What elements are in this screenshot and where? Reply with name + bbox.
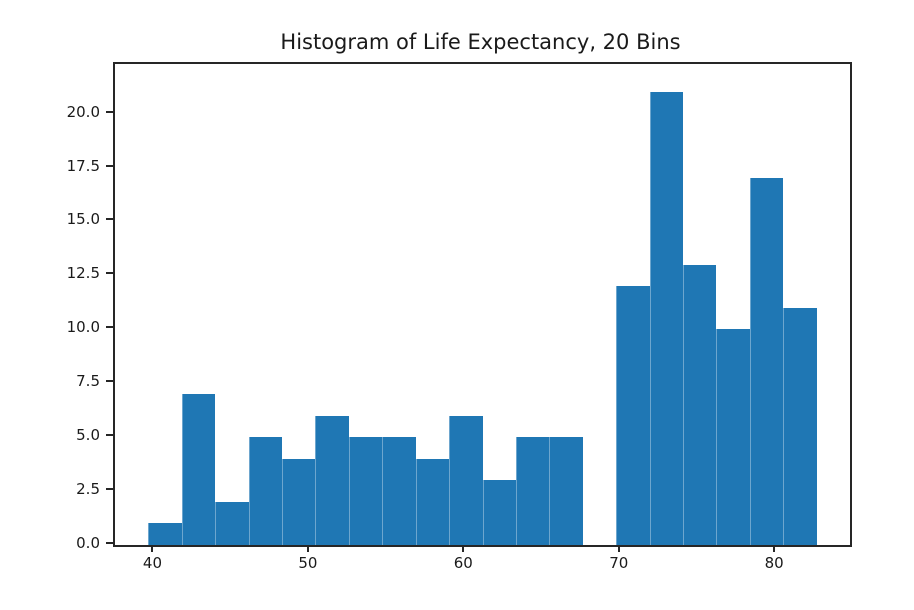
histogram-bar — [315, 415, 349, 545]
y-tick-label: 5.0 — [76, 426, 100, 445]
histogram-bar — [148, 523, 182, 545]
chart-title: Histogram of Life Expectancy, 20 Bins — [280, 30, 681, 54]
y-tick-label: 17.5 — [66, 156, 100, 175]
histogram-bar — [616, 286, 650, 545]
x-tick-mark — [773, 545, 776, 552]
histogram-bar — [549, 437, 583, 545]
histogram-bar — [215, 501, 249, 545]
y-tick-mark — [106, 380, 113, 383]
x-tick-label: 50 — [298, 554, 318, 572]
histogram-bar — [348, 437, 383, 545]
x-tick-mark — [462, 545, 465, 552]
y-tick-label: 2.5 — [76, 480, 100, 499]
y-tick-label: 10.0 — [66, 318, 100, 337]
x-tick-mark — [306, 545, 309, 552]
y-tick-mark — [106, 326, 113, 329]
x-tick-label: 60 — [453, 554, 473, 572]
y-tick-label: 0.0 — [76, 534, 100, 552]
y-tick-mark — [106, 488, 113, 491]
x-tick-label: 70 — [609, 554, 629, 572]
y-tick-mark — [106, 542, 113, 544]
histogram-bar — [649, 92, 684, 545]
histogram-bar — [449, 415, 483, 545]
y-tick-label: 15.0 — [66, 210, 100, 229]
histogram-bar — [248, 437, 283, 545]
histogram-bar — [683, 264, 717, 545]
histogram-bar — [515, 437, 550, 545]
x-tick-label: 80 — [764, 554, 784, 572]
y-tick-mark — [106, 434, 113, 437]
y-tick-mark — [106, 164, 113, 167]
histogram-bar — [415, 458, 450, 545]
y-tick-label: 20.0 — [66, 102, 100, 121]
x-tick-mark — [151, 545, 154, 552]
histogram-bar — [482, 480, 516, 545]
plot-area — [113, 62, 852, 547]
y-tick-label: 7.5 — [76, 372, 100, 391]
histogram-bar — [749, 178, 784, 545]
histogram-bar — [382, 437, 416, 545]
histogram-bar — [716, 329, 750, 545]
x-tick-mark — [617, 545, 620, 552]
x-tick-label: 40 — [142, 554, 163, 572]
y-tick-label: 12.5 — [66, 264, 100, 283]
y-tick-mark — [106, 218, 113, 221]
histogram-bar — [783, 307, 817, 545]
y-tick-mark — [106, 110, 113, 113]
histogram-bars — [115, 64, 850, 545]
histogram-bar — [181, 394, 216, 545]
y-tick-mark — [106, 272, 113, 275]
histogram-bar — [282, 458, 316, 545]
